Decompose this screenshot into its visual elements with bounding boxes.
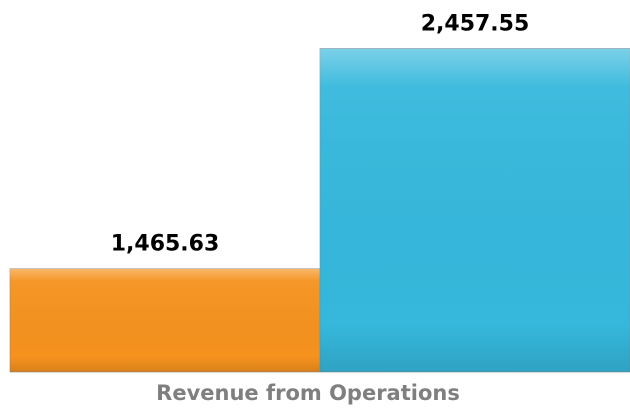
value-label: 1,465.63 [111, 232, 220, 257]
bar-shine [10, 268, 320, 372]
value-label: 2,457.55 [421, 11, 530, 36]
x-tick-label: Revenue from Operations [156, 381, 460, 405]
bar-shine [320, 48, 630, 373]
